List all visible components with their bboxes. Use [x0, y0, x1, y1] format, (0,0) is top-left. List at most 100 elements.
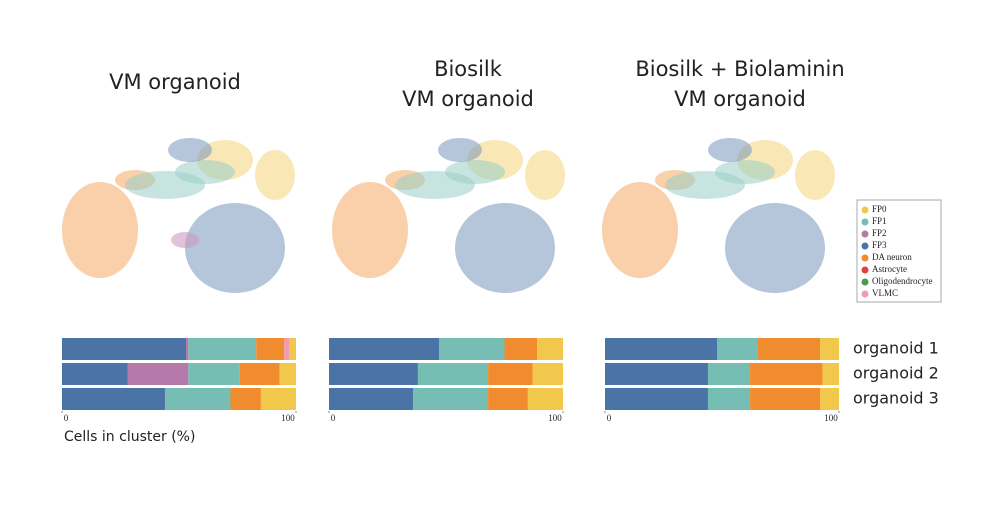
legend-swatch	[861, 242, 869, 250]
umap-cluster	[175, 160, 235, 184]
bar-segment	[757, 338, 821, 360]
legend-swatch	[861, 254, 869, 262]
legend-label: VLMC	[872, 288, 898, 298]
bar-segment	[62, 338, 187, 360]
legend-swatch	[861, 206, 869, 214]
chart-title: VM organoid	[402, 87, 534, 111]
bar-segment	[820, 338, 839, 360]
bar-segment	[239, 363, 280, 385]
bar-segment	[707, 388, 751, 410]
chart-title: Biosilk + Biolaminin	[635, 57, 844, 81]
bar-segment	[820, 388, 839, 410]
umap-cluster	[255, 150, 295, 200]
bar-segment	[504, 338, 538, 360]
umap-cluster	[445, 160, 505, 184]
category-label: organoid 1	[853, 339, 939, 358]
legend-label: Oligodendrocyte	[872, 276, 932, 286]
umap-cluster	[185, 203, 285, 293]
legend-swatch	[861, 290, 869, 298]
legend-label: FP2	[872, 228, 887, 238]
bar-segment	[188, 338, 257, 360]
bar-segment	[288, 338, 296, 360]
x-tick-label: 100	[548, 413, 562, 423]
bar-segment	[438, 338, 505, 360]
bar-segment	[750, 363, 823, 385]
umap-cluster	[332, 182, 408, 278]
umap-cluster	[795, 150, 835, 200]
bar-segment	[717, 338, 758, 360]
umap-cluster	[525, 150, 565, 200]
category-label: organoid 3	[853, 389, 939, 408]
bar-segment	[605, 338, 718, 360]
umap-cluster	[395, 171, 475, 199]
umap-cluster	[602, 182, 678, 278]
umap-cluster	[725, 203, 825, 293]
bar-segment	[329, 363, 418, 385]
category-label: organoid 2	[853, 364, 939, 383]
bar-segment	[230, 388, 261, 410]
umap-cluster	[438, 138, 482, 162]
x-tick-label: 0	[331, 413, 336, 423]
chart-title: VM organoid	[674, 87, 806, 111]
umap-cluster	[168, 138, 212, 162]
bar-segment	[822, 363, 839, 385]
bar-segment	[284, 338, 289, 360]
umap-cluster	[455, 203, 555, 293]
umap-cluster	[655, 170, 695, 190]
umap-cluster	[708, 138, 752, 162]
chart-title: Biosilk	[434, 57, 503, 81]
bar-segment	[413, 388, 489, 410]
legend-swatch	[861, 218, 869, 226]
bar-segment	[488, 363, 533, 385]
bar-segment	[532, 363, 563, 385]
legend-swatch	[861, 266, 869, 274]
bar-segment	[329, 388, 414, 410]
umap-cluster	[125, 171, 205, 199]
x-tick-label: 100	[281, 413, 295, 423]
bar-segment	[605, 388, 708, 410]
x-tick-label: 0	[64, 413, 69, 423]
x-tick-label: 100	[824, 413, 838, 423]
bar-segment	[164, 388, 231, 410]
chart-title: VM organoid	[109, 70, 241, 94]
umap-cluster	[115, 170, 155, 190]
legend-label: FP0	[872, 204, 887, 214]
umap-cluster	[385, 170, 425, 190]
legend-box	[856, 199, 942, 303]
legend-label: DA neuron	[872, 252, 912, 262]
bar-segment	[256, 338, 285, 360]
bar-segment	[188, 363, 240, 385]
bar-segment	[417, 363, 489, 385]
umap-cluster	[467, 140, 523, 180]
umap-cluster	[665, 171, 745, 199]
legend-label: FP3	[872, 240, 887, 250]
bar-segment	[605, 363, 708, 385]
legend-swatch	[861, 278, 869, 286]
umap-plot	[602, 138, 835, 293]
legend-label: FP1	[872, 216, 887, 226]
umap-cluster	[171, 232, 199, 248]
bar-segment	[186, 338, 189, 360]
umap-cluster	[197, 140, 253, 180]
bar-segment	[62, 388, 165, 410]
x-tick-label: 0	[607, 413, 612, 423]
umap-plot	[62, 138, 295, 293]
bar-segment	[260, 388, 296, 410]
bar-segment	[488, 388, 528, 410]
bar-segment	[537, 338, 563, 360]
bar-segment	[62, 363, 128, 385]
legend-label: Astrocyte	[872, 264, 907, 274]
umap-cluster	[737, 140, 793, 180]
bar-segment	[527, 388, 563, 410]
umap-plot	[332, 138, 565, 293]
bar-segment	[707, 363, 751, 385]
bar-segment	[127, 363, 189, 385]
umap-cluster	[715, 160, 775, 184]
legend-swatch	[861, 230, 869, 238]
bar-segment	[279, 363, 296, 385]
umap-cluster	[62, 182, 138, 278]
bar-segment	[750, 388, 821, 410]
x-axis-label: Cells in cluster (%)	[64, 429, 195, 445]
bar-segment	[329, 338, 439, 360]
